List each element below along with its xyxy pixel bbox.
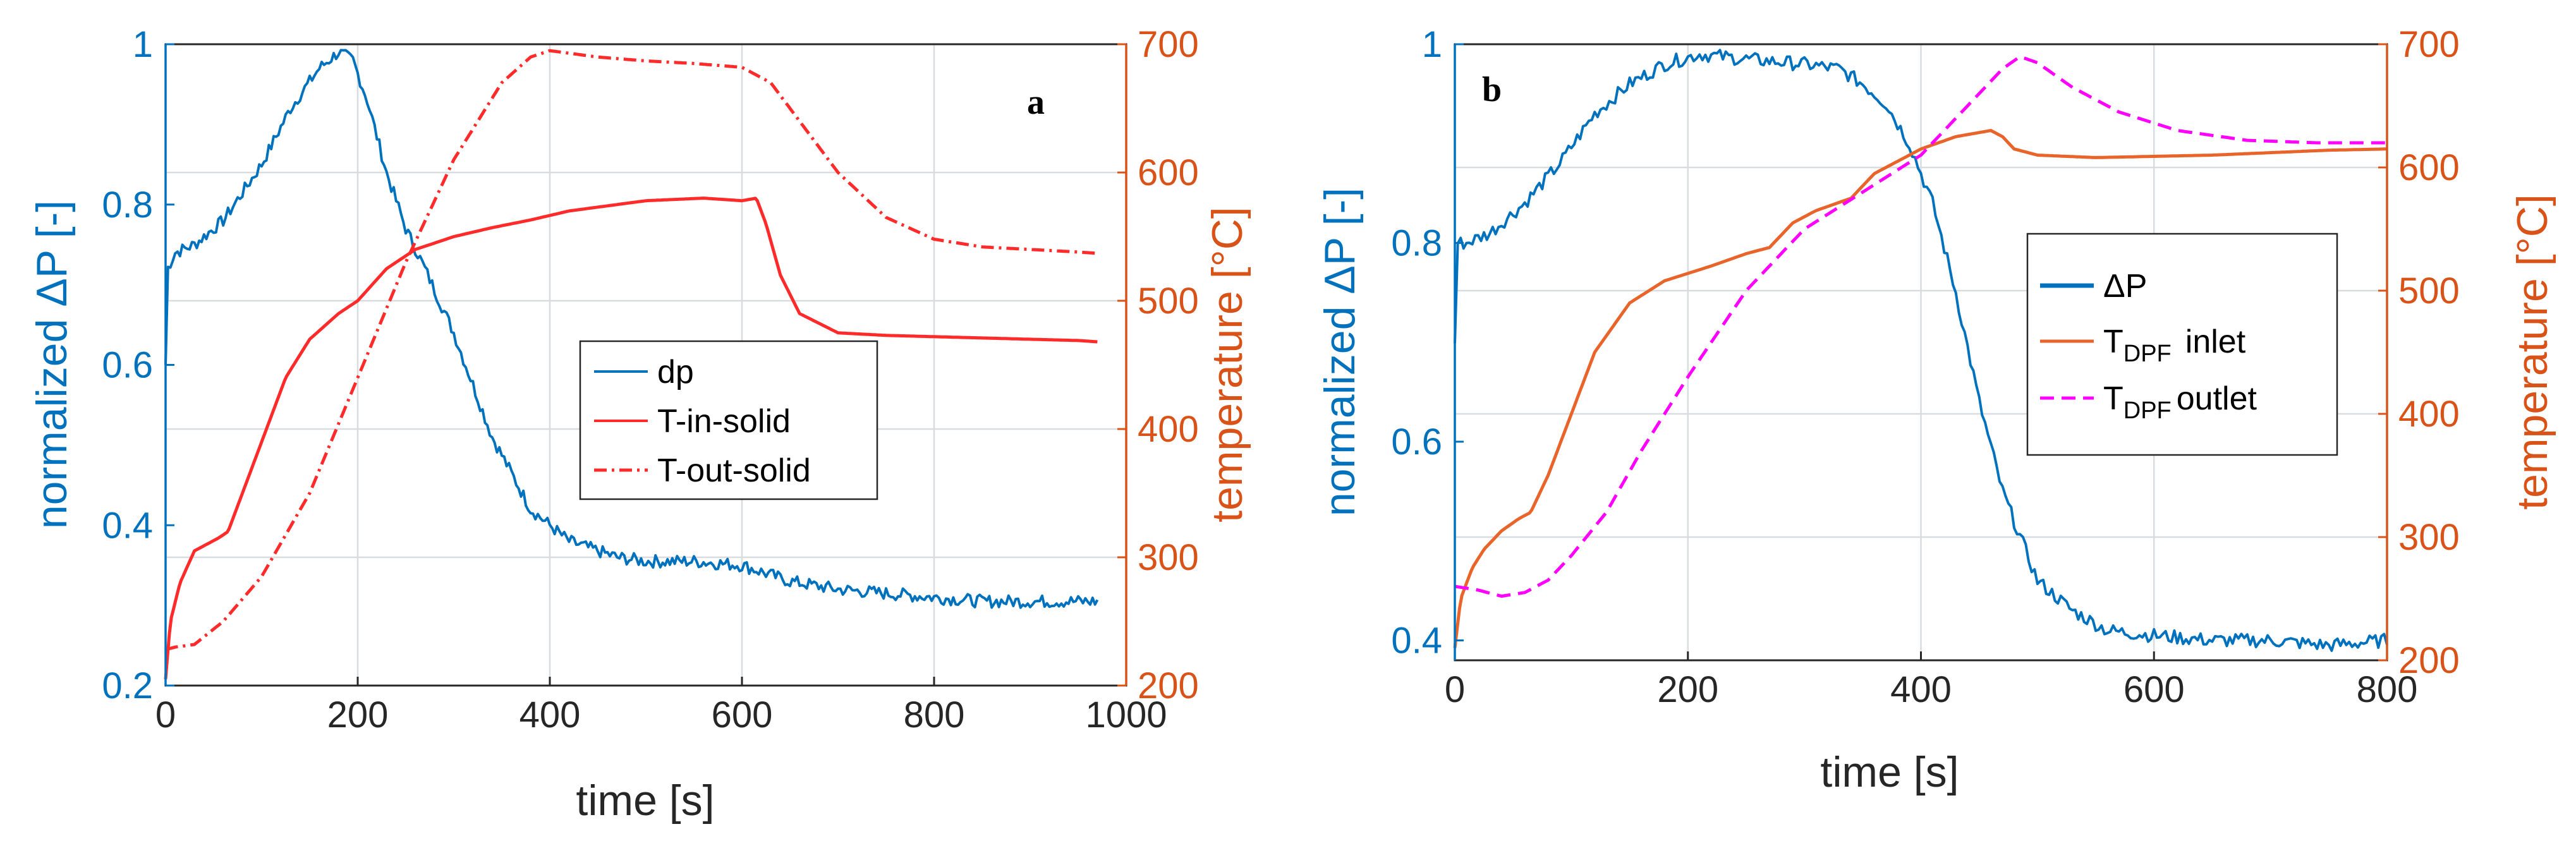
panel-a-series	[164, 49, 1099, 680]
panel-a: 0 200 400 600 800 10002003004005006007000.20.…	[28, 24, 1251, 825]
x-tick-label: 400	[1890, 669, 1952, 710]
y-left-tick-label: 0.4	[102, 505, 153, 546]
y-left-tick-label: 0.8	[102, 185, 153, 226]
legend-label-delta-p: ΔP	[2103, 268, 2147, 305]
panel-b-legend-box	[2026, 233, 2338, 456]
legend-label-tdpf-inlet: TDPF inlet	[2103, 324, 2246, 367]
legend-label-tdpf-inlet-word: inlet	[2185, 324, 2246, 360]
series-line-a-1	[164, 197, 1098, 680]
panel-a-ylabel-right: temperature [°C]	[1203, 207, 1251, 523]
y-left-tick-label: 0.6	[102, 345, 153, 386]
panel-b-legend: ΔP TDPF inlet TDPF outlet	[2026, 233, 2338, 456]
y-left-tick-label: 1	[133, 24, 153, 65]
legend-label-tdpf-outlet-word: outlet	[2177, 380, 2257, 417]
y-right-tick-label: 300	[1138, 537, 1199, 578]
x-tick-label: 1000	[1085, 694, 1167, 735]
panel-a-letter: a	[1027, 83, 1045, 122]
panel-a-ylabel-left: normalized ΔP [-]	[28, 200, 76, 529]
legend-label-tdpf-outlet-sub: DPF	[2123, 397, 2172, 424]
panel-a-legend: dp T-in-solid T-out-solid	[579, 340, 878, 500]
y-left-tick-label: 0.8	[1391, 223, 1442, 264]
legend-label-tdpf-inlet-t: T	[2103, 324, 2123, 360]
panel-b: 0 200 400 600 8002003004005006007000.40.60.8…	[1316, 24, 2556, 796]
y-right-tick-label: 600	[1138, 152, 1199, 193]
panel-a-ticks	[164, 43, 1127, 687]
panel-b-tick-labels: 0 200 400 600 8002003004005006007000.40.60.8…	[1391, 24, 2459, 710]
panel-b-series	[1453, 49, 2388, 652]
x-tick-label: 800	[904, 694, 965, 735]
y-left-tick-label: 0.4	[1391, 620, 1442, 662]
y-right-tick-label: 200	[2398, 640, 2460, 681]
x-tick-label: 600	[2123, 669, 2185, 710]
y-right-tick-label: 500	[2398, 270, 2460, 312]
x-tick-label: 400	[519, 694, 581, 735]
y-right-tick-label: 700	[2398, 24, 2460, 65]
x-tick-label: 600	[712, 694, 773, 735]
y-right-tick-label: 400	[2398, 394, 2460, 435]
panel-b-letter: b	[1482, 70, 1502, 109]
y-left-tick-label: 0.6	[1391, 421, 1442, 463]
legend-label-dp: dp	[657, 354, 694, 390]
x-tick-label: 800	[2357, 669, 2418, 710]
series-line-b-0	[1454, 49, 2388, 652]
legend-label-tdpf-outlet: TDPF outlet	[2103, 380, 2257, 424]
legend-label-tdpf-inlet-sub: DPF	[2123, 341, 2172, 367]
x-tick-label: 0	[1445, 669, 1465, 710]
y-left-tick-label: 1	[1422, 24, 1442, 65]
panel-b-ylabel-left: normalized ΔP [-]	[1316, 188, 1364, 516]
series-line-b-1	[1453, 129, 2387, 648]
y-right-tick-label: 600	[2398, 147, 2460, 188]
legend-label-t-in-solid: T-in-solid	[657, 403, 791, 440]
y-left-tick-label: 0.2	[102, 665, 153, 706]
y-right-tick-label: 200	[1138, 665, 1199, 706]
y-right-tick-label: 700	[1138, 24, 1199, 65]
x-tick-label: 0	[155, 694, 176, 735]
panel-b-ylabel-right: temperature [°C]	[2508, 194, 2556, 510]
series-line-a-2	[165, 49, 1098, 651]
y-right-tick-label: 500	[1138, 281, 1199, 322]
panel-b-xlabel: time [s]	[1820, 748, 1959, 796]
y-right-tick-label: 300	[2398, 517, 2460, 558]
x-tick-label: 200	[1657, 669, 1718, 710]
y-right-tick-label: 400	[1138, 409, 1199, 450]
legend-label-t-out-solid: T-out-solid	[657, 452, 811, 489]
panel-a-xlabel: time [s]	[576, 777, 714, 825]
series-line-b-2	[1454, 55, 2387, 598]
x-tick-label: 200	[327, 694, 389, 735]
panel-b-ticks	[1454, 43, 2388, 662]
series-line-a-0	[164, 49, 1099, 609]
panel-a-tick-labels: 0 200 400 600 800 10002003004005006007000.20.…	[102, 24, 1198, 735]
legend-label-tdpf-outlet-t: T	[2103, 380, 2123, 417]
